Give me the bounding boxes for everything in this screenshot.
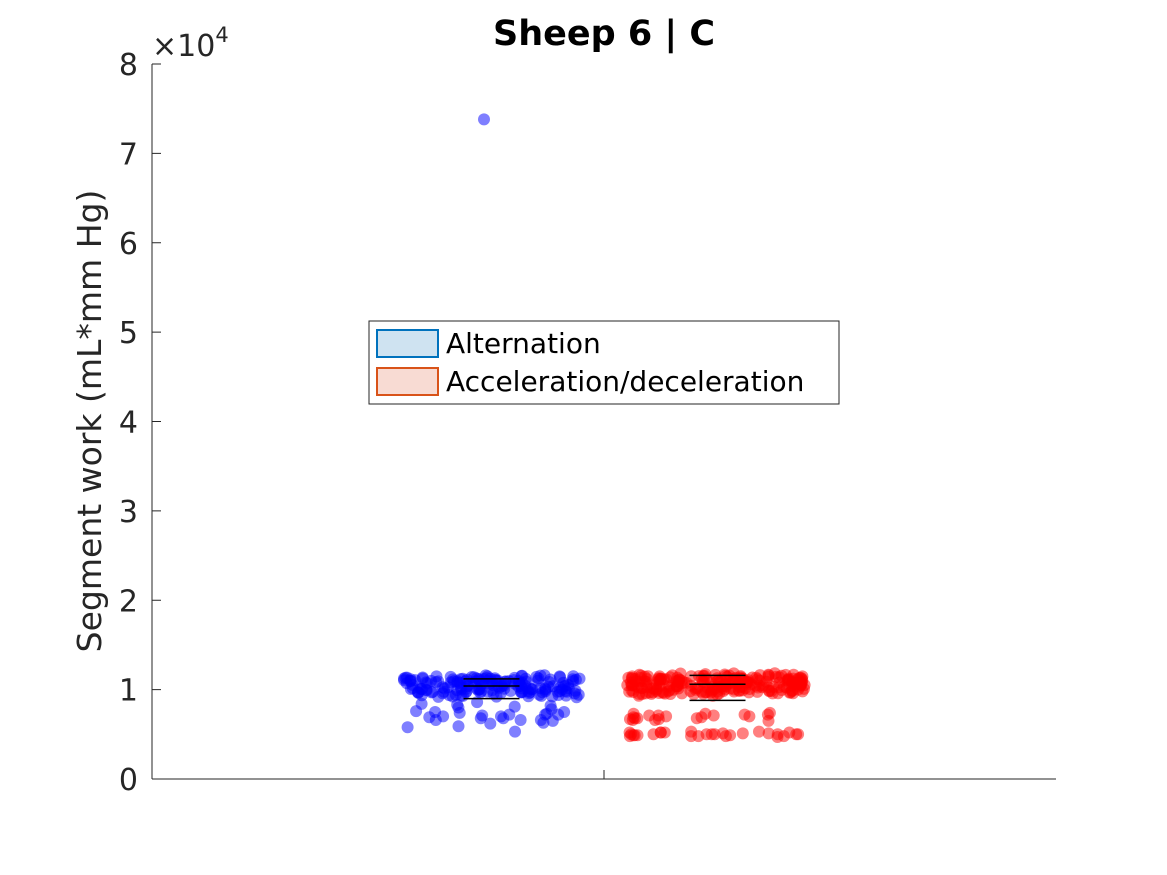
data-point-alternation — [558, 706, 571, 718]
y-exponent-power: 4 — [215, 23, 228, 47]
data-point-alternation — [487, 687, 500, 700]
legend-swatch-acceleration-deceleration — [376, 367, 439, 396]
data-point-alternation — [514, 714, 527, 726]
data-point-alternation — [497, 712, 510, 725]
data-point-acceleration-deceleration — [633, 688, 645, 700]
data-point-acceleration-deceleration — [749, 679, 762, 692]
data-point-alternation — [452, 720, 465, 733]
data-point-acceleration-deceleration — [790, 728, 803, 741]
data-point-alternation — [524, 686, 537, 699]
data-point-alternation — [437, 685, 450, 698]
data-point-alternation — [484, 717, 497, 730]
data-point-acceleration-deceleration — [763, 706, 776, 719]
y-axis-label: Segment work (mL*mm Hg) — [70, 190, 109, 653]
legend-label-alternation: Alternation — [446, 327, 601, 360]
data-point-alternation — [508, 700, 521, 713]
legend-box — [368, 320, 840, 405]
data-point-acceleration-deceleration — [690, 712, 703, 725]
data-point-alternation — [444, 676, 457, 689]
data-point-acceleration-deceleration — [646, 686, 659, 699]
data-point-alternation — [531, 674, 544, 687]
data-point-alternation — [430, 670, 443, 683]
y-tick-label: 0 — [119, 763, 138, 798]
data-point-acceleration-deceleration — [778, 680, 791, 693]
data-point-acceleration-deceleration — [697, 687, 710, 700]
data-point-acceleration-deceleration — [777, 730, 790, 743]
legend-label-acceleration-deceleration: Acceleration/deceleration — [446, 365, 804, 398]
data-point-alternation — [398, 674, 410, 687]
y-exponent-label: ×104 — [152, 23, 229, 64]
data-point-alternation — [416, 682, 429, 695]
data-point-alternation — [478, 113, 490, 126]
data-point-alternation — [515, 679, 527, 692]
data-point-acceleration-deceleration — [685, 730, 698, 743]
box-whiskers — [463, 674, 746, 702]
chart-title: Sheep 6 | C — [493, 14, 715, 54]
y-tick-label: 1 — [119, 674, 138, 709]
data-point-acceleration-deceleration — [718, 668, 731, 681]
y-exponent-base: ×10 — [152, 29, 215, 64]
data-point-acceleration-deceleration — [733, 681, 746, 694]
data-point-acceleration-deceleration — [640, 678, 653, 691]
y-axis-ticks: 0 1 2 3 4 5 6 7 8 — [119, 48, 161, 798]
data-point-acceleration-deceleration — [769, 670, 782, 683]
data-point-acceleration-deceleration — [743, 710, 756, 723]
data-point-acceleration-deceleration — [708, 728, 721, 741]
data-point-alternation — [474, 712, 487, 725]
data-point-acceleration-deceleration — [666, 669, 679, 682]
data-point-alternation — [572, 688, 585, 701]
data-point-acceleration-deceleration — [717, 685, 730, 697]
data-point-acceleration-deceleration — [736, 727, 749, 740]
data-point-alternation — [566, 673, 579, 686]
data-point-alternation — [502, 675, 515, 688]
y-tick-label: 5 — [119, 316, 138, 351]
data-point-acceleration-deceleration — [655, 672, 667, 685]
plot-area — [152, 64, 1056, 779]
data-point-alternation — [553, 670, 566, 683]
data-point-alternation — [452, 701, 465, 714]
data-point-acceleration-deceleration — [760, 675, 773, 688]
data-point-alternation — [423, 711, 436, 724]
y-tick-label: 2 — [119, 584, 138, 619]
data-point-alternation — [415, 697, 428, 710]
data-point-alternation — [401, 721, 414, 734]
data-point-alternation — [552, 689, 565, 701]
data-point-acceleration-deceleration — [664, 688, 677, 700]
y-tick-label: 4 — [119, 406, 138, 441]
data-point-acceleration-deceleration — [753, 725, 765, 738]
legend-swatch-alternation — [376, 329, 439, 358]
data-point-acceleration-deceleration — [724, 729, 737, 742]
data-point-acceleration-deceleration — [643, 709, 656, 722]
data-point-alternation — [465, 671, 478, 683]
y-tick-label: 8 — [119, 48, 138, 83]
data-point-acceleration-deceleration — [788, 677, 801, 690]
y-tick-label: 3 — [119, 495, 138, 530]
y-tick-label: 7 — [119, 137, 138, 172]
data-point-acceleration-deceleration — [622, 671, 635, 684]
data-point-acceleration-deceleration — [626, 714, 639, 726]
data-point-acceleration-deceleration — [652, 713, 665, 726]
y-tick-label: 6 — [119, 227, 138, 262]
data-point-alternation — [540, 707, 553, 720]
data-point-alternation — [509, 725, 521, 738]
data-point-alternation — [426, 685, 439, 698]
data-point-acceleration-deceleration — [623, 726, 636, 739]
legend: Alternation Acceleration/deceleration — [368, 320, 840, 405]
data-point-alternation — [542, 680, 555, 693]
data-point-acceleration-deceleration — [658, 726, 671, 739]
